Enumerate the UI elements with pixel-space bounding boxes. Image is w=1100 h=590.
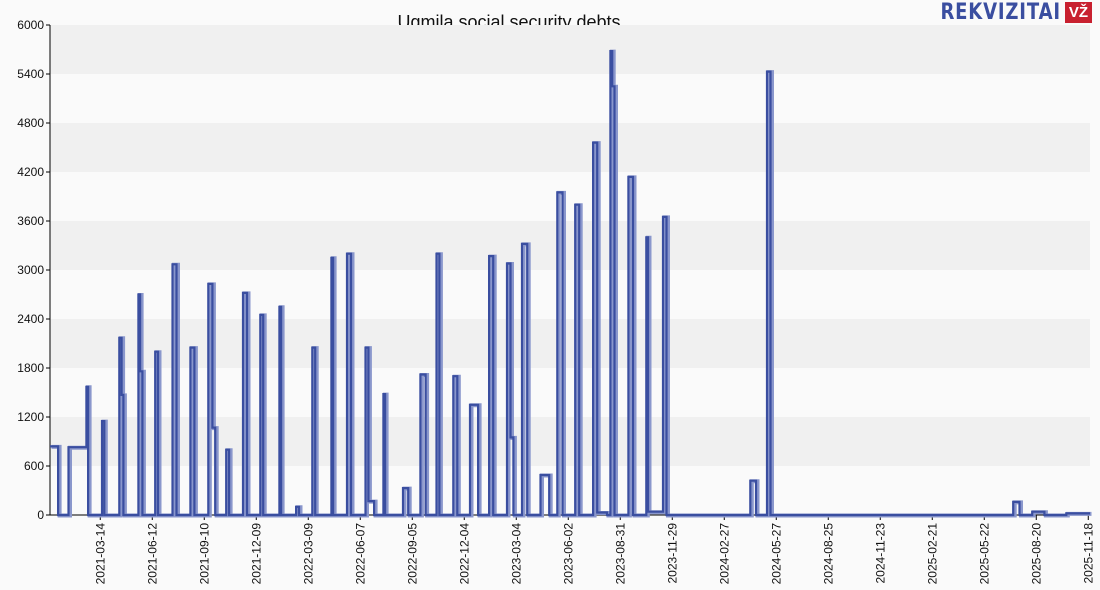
y-tick-label: 600 <box>24 459 44 473</box>
x-tick-label: 2022-06-07 <box>353 523 367 585</box>
grid-band <box>50 123 1090 172</box>
x-tick-label: 2024-05-27 <box>769 523 783 585</box>
grid-band <box>50 319 1090 368</box>
y-tick-label: 3600 <box>17 214 44 228</box>
y-tick-label: 4800 <box>17 116 44 130</box>
logo-badge: VŽ <box>1064 2 1092 23</box>
x-tick-label: 2025-02-21 <box>925 523 939 585</box>
y-tick-label: 5400 <box>17 67 44 81</box>
x-tick-label: 2023-03-04 <box>509 523 523 585</box>
y-tick-label: 1800 <box>17 361 44 375</box>
x-tick-label: 2023-08-31 <box>613 523 627 585</box>
y-tick-label: 6000 <box>17 18 44 32</box>
x-tick-label: 2025-05-22 <box>977 523 991 585</box>
x-tick-label: 2023-11-29 <box>665 523 679 584</box>
x-tick-label: 2021-03-14 <box>93 523 107 585</box>
grid-band <box>50 417 1090 466</box>
y-tick-label: 0 <box>37 508 44 522</box>
y-tick-label: 2400 <box>17 312 44 326</box>
x-tick-label: 2024-02-27 <box>717 523 731 585</box>
x-tick-label: 2021-06-12 <box>145 523 159 585</box>
y-tick-label: 4200 <box>17 165 44 179</box>
grid-band <box>50 25 1090 74</box>
x-tick-label: 2022-12-04 <box>457 523 471 585</box>
x-tick-label: 2024-11-23 <box>873 523 887 584</box>
x-tick-label: 2021-12-09 <box>249 523 263 585</box>
grid-band <box>50 221 1090 270</box>
grid-band <box>50 466 1090 515</box>
grid-band <box>50 270 1090 319</box>
y-tick-label: 3000 <box>17 263 44 277</box>
grid-band <box>50 74 1090 123</box>
x-tick-label: 2025-08-20 <box>1029 523 1043 585</box>
series-line <box>50 50 1090 517</box>
grid-band <box>50 368 1090 417</box>
x-tick-label: 2021-09-10 <box>197 523 211 585</box>
grid-band <box>50 172 1090 221</box>
logo-text: REKVIZITAI <box>940 0 1061 25</box>
x-tick-label: 2023-06-02 <box>561 523 575 585</box>
x-tick-label: 2025-11-18 <box>1081 523 1095 584</box>
x-tick-label: 2022-09-05 <box>405 523 419 585</box>
y-tick-label: 1200 <box>17 410 44 424</box>
x-tick-label: 2024-08-25 <box>821 523 835 585</box>
rekvizitai-logo[interactable]: REKVIZITAI VŽ <box>914 0 1092 25</box>
x-tick-label: 2022-03-09 <box>301 523 315 585</box>
